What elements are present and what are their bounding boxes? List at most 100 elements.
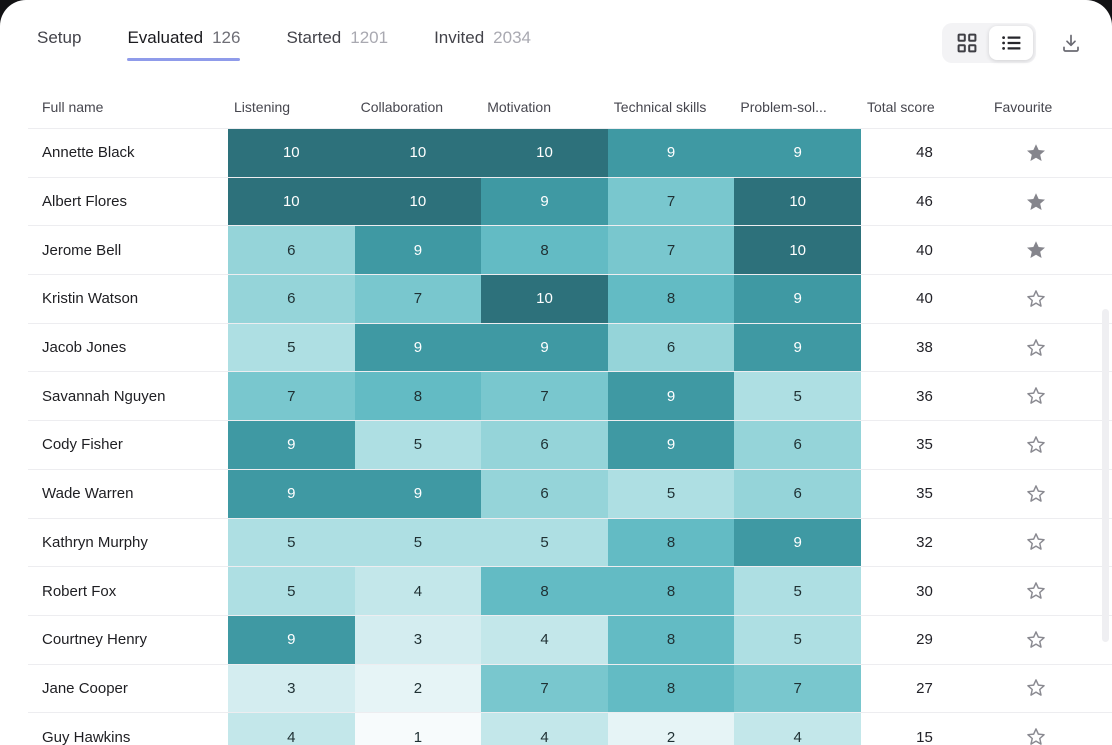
- favourite-toggle-button[interactable]: [1023, 578, 1049, 604]
- score-cell: 7: [481, 372, 608, 421]
- score-cell: 7: [607, 226, 735, 275]
- tab-started[interactable]: Started 1201: [286, 28, 388, 61]
- score-cell: 4: [354, 567, 482, 615]
- table-row[interactable]: Wade Warren 9 9 6 5 6 35: [28, 469, 1112, 519]
- table-row[interactable]: Annette Black 10 10 10 9 9 48: [28, 129, 1112, 178]
- score-cell: 9: [228, 421, 355, 469]
- score-cell: 8: [607, 518, 735, 567]
- score-cell: 8: [481, 567, 608, 615]
- table-row[interactable]: Jacob Jones 5 9 9 6 9 38: [28, 323, 1112, 373]
- total-score-cell: 46: [860, 177, 988, 226]
- favourite-toggle-button[interactable]: [1023, 237, 1049, 263]
- favourite-cell: [987, 615, 1084, 664]
- download-button[interactable]: [1056, 28, 1086, 58]
- score-cell: 10: [228, 177, 355, 226]
- favourite-cell: [987, 372, 1084, 421]
- table-row[interactable]: Jane Cooper 3 2 7 8 7 27: [28, 664, 1112, 714]
- tab-setup[interactable]: Setup: [37, 28, 81, 61]
- grid-view-button[interactable]: [945, 26, 989, 60]
- score-cell: 9: [607, 129, 735, 177]
- vertical-scrollbar-thumb[interactable]: [1102, 309, 1109, 642]
- top-bar: Setup Evaluated 126 Started 1201 Invited…: [0, 0, 1112, 85]
- full-name-cell: Robert Fox: [28, 567, 228, 615]
- column-header-technical-skills: Technical skills: [613, 98, 707, 115]
- score-cell: 6: [481, 421, 608, 469]
- table-row[interactable]: Guy Hawkins 4 1 4 2 4 15: [28, 713, 1112, 745]
- full-name-cell: Guy Hawkins: [28, 713, 228, 745]
- score-cell: 3: [354, 615, 482, 664]
- score-cell: 6: [734, 421, 861, 469]
- score-cell: 5: [354, 518, 482, 567]
- favourite-cell: [987, 713, 1084, 745]
- favourite-toggle-button[interactable]: [1023, 189, 1049, 215]
- star-outline-icon: [1027, 533, 1045, 551]
- tab-label: Invited: [434, 28, 485, 47]
- score-cell: 9: [607, 421, 735, 469]
- favourite-toggle-button[interactable]: [1023, 335, 1049, 361]
- favourite-toggle-button[interactable]: [1023, 481, 1049, 507]
- total-score-cell: 40: [860, 275, 988, 323]
- score-cell: 9: [481, 177, 608, 226]
- score-cell: 6: [228, 226, 355, 275]
- full-name-cell: Albert Flores: [28, 177, 228, 226]
- table-row[interactable]: Albert Flores 10 10 9 7 10 46: [28, 177, 1112, 227]
- score-cell: 8: [354, 372, 482, 421]
- score-cell: 5: [481, 518, 608, 567]
- view-toggle: [942, 23, 1036, 63]
- score-cell: 8: [607, 567, 735, 615]
- star-outline-icon: [1027, 630, 1045, 648]
- column-header-motivation: Motivation: [487, 98, 551, 115]
- table-row[interactable]: Robert Fox 5 4 8 8 5 30: [28, 567, 1112, 616]
- favourite-toggle-button[interactable]: [1023, 627, 1049, 653]
- tab-invited[interactable]: Invited 2034: [434, 28, 531, 61]
- full-name-cell: Kathryn Murphy: [28, 518, 228, 567]
- table-row[interactable]: Kathryn Murphy 5 5 5 8 9 32: [28, 518, 1112, 568]
- table-row[interactable]: Cody Fisher 9 5 6 9 6 35: [28, 421, 1112, 470]
- favourite-toggle-button[interactable]: [1023, 286, 1049, 312]
- score-cell: 1: [354, 713, 482, 745]
- score-cell: 9: [734, 129, 861, 177]
- list-view-button[interactable]: [989, 26, 1033, 60]
- tab-count: 1201: [350, 28, 389, 47]
- score-cell: 6: [228, 275, 355, 323]
- total-score-cell: 27: [860, 664, 988, 713]
- favourite-cell: [987, 421, 1084, 469]
- score-cell: 8: [607, 664, 735, 713]
- favourite-toggle-button[interactable]: [1023, 724, 1049, 745]
- favourite-toggle-button[interactable]: [1023, 675, 1049, 701]
- table-row[interactable]: Savannah Nguyen 7 8 7 9 5 36: [28, 372, 1112, 422]
- score-cell: 9: [734, 518, 861, 567]
- star-filled-icon: [1026, 192, 1045, 210]
- table-row[interactable]: Jerome Bell 6 9 8 7 10 40: [28, 226, 1112, 276]
- tab-evaluated[interactable]: Evaluated 126: [127, 28, 241, 61]
- score-cell: 6: [481, 469, 608, 518]
- table-row[interactable]: Kristin Watson 6 7 10 8 9 40: [28, 275, 1112, 324]
- star-outline-icon: [1027, 679, 1045, 697]
- score-cell: 10: [481, 129, 608, 177]
- score-cell: 8: [481, 226, 608, 275]
- favourite-cell: [987, 567, 1084, 615]
- download-icon: [1063, 34, 1079, 52]
- favourite-toggle-button[interactable]: [1023, 529, 1049, 555]
- star-outline-icon: [1027, 436, 1045, 453]
- score-cell: 10: [481, 275, 608, 323]
- score-cell: 9: [734, 323, 861, 372]
- tab-label: Started: [286, 28, 342, 47]
- score-cell: 5: [228, 323, 355, 372]
- favourite-cell: [987, 469, 1084, 518]
- evaluations-table: Full name Listening Collaboration Motiva…: [0, 85, 1112, 745]
- total-score-cell: 29: [860, 615, 988, 664]
- tab-label: Setup: [37, 28, 82, 47]
- table-row[interactable]: Courtney Henry 9 3 4 8 5 29: [28, 615, 1112, 665]
- full-name-cell: Cody Fisher: [28, 421, 228, 469]
- score-cell: 5: [734, 372, 861, 421]
- favourite-toggle-button[interactable]: [1023, 140, 1049, 166]
- star-filled-icon: [1026, 241, 1045, 259]
- full-name-cell: Jerome Bell: [28, 226, 228, 275]
- score-cell: 6: [607, 323, 735, 372]
- score-cell: 10: [734, 177, 861, 226]
- total-score-cell: 15: [860, 713, 988, 745]
- tab-bar: Setup Evaluated 126 Started 1201 Invited…: [0, 0, 1112, 61]
- favourite-toggle-button[interactable]: [1023, 432, 1049, 458]
- favourite-toggle-button[interactable]: [1023, 383, 1049, 409]
